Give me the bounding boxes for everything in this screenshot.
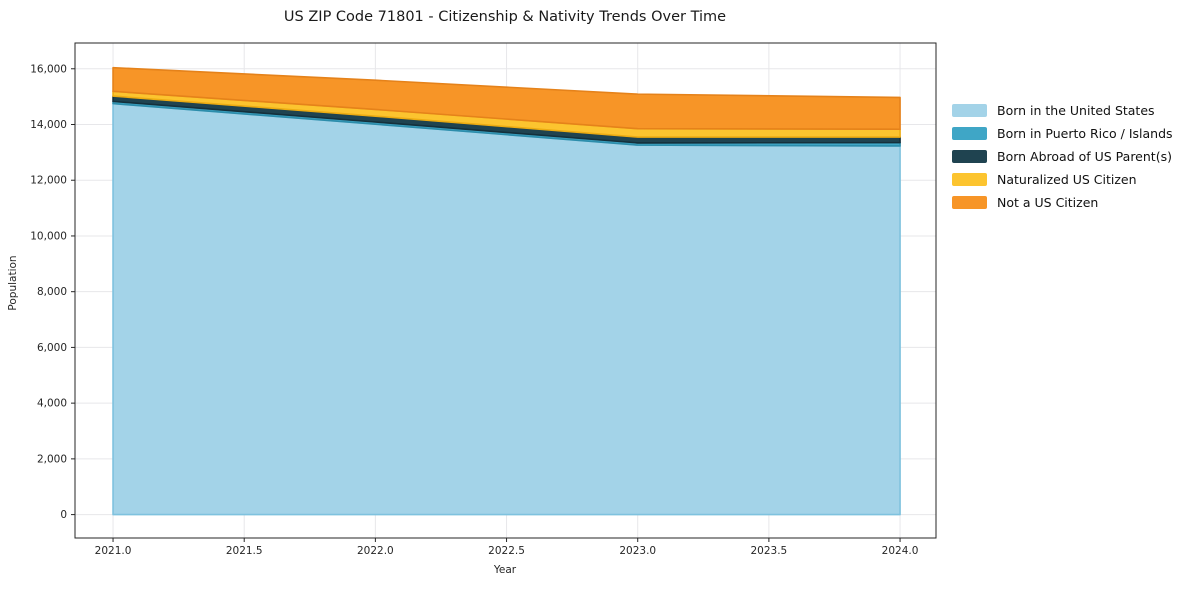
legend-label: Born Abroad of US Parent(s) <box>997 148 1172 164</box>
svg-text:4,000: 4,000 <box>37 398 67 410</box>
legend-label: Born in the United States <box>997 102 1155 118</box>
svg-text:14,000: 14,000 <box>30 119 67 131</box>
svg-text:2023.0: 2023.0 <box>619 545 656 557</box>
svg-text:10,000: 10,000 <box>30 230 67 242</box>
legend-item: Not a US Citizen <box>952 194 1173 210</box>
svg-text:0: 0 <box>60 509 67 521</box>
svg-text:2021.5: 2021.5 <box>226 545 263 557</box>
legend-item: Born Abroad of US Parent(s) <box>952 148 1173 164</box>
svg-text:2,000: 2,000 <box>37 453 67 465</box>
legend-swatch <box>952 173 987 186</box>
svg-text:2024.0: 2024.0 <box>882 545 919 557</box>
legend-swatch <box>952 150 987 163</box>
legend-swatch <box>952 104 987 117</box>
x-axis-label: Year <box>493 564 517 576</box>
legend: Born in the United States Born in Puerto… <box>952 102 1173 210</box>
legend-swatch <box>952 196 987 209</box>
legend-item: Born in Puerto Rico / Islands <box>952 125 1173 141</box>
svg-text:2023.5: 2023.5 <box>751 545 788 557</box>
legend-item: Naturalized US Citizen <box>952 171 1173 187</box>
svg-text:2022.5: 2022.5 <box>488 545 525 557</box>
legend-swatch <box>952 127 987 140</box>
svg-text:2022.0: 2022.0 <box>357 545 394 557</box>
svg-text:2021.0: 2021.0 <box>95 545 132 557</box>
legend-item: Born in the United States <box>952 102 1173 118</box>
chart-title: US ZIP Code 71801 - Citizenship & Nativi… <box>283 9 727 25</box>
svg-text:6,000: 6,000 <box>37 342 67 354</box>
legend-label: Naturalized US Citizen <box>997 171 1137 187</box>
svg-text:8,000: 8,000 <box>37 286 67 298</box>
svg-text:12,000: 12,000 <box>30 175 67 187</box>
svg-text:16,000: 16,000 <box>30 63 67 75</box>
legend-label: Not a US Citizen <box>997 194 1099 210</box>
legend-label: Born in Puerto Rico / Islands <box>997 125 1173 141</box>
